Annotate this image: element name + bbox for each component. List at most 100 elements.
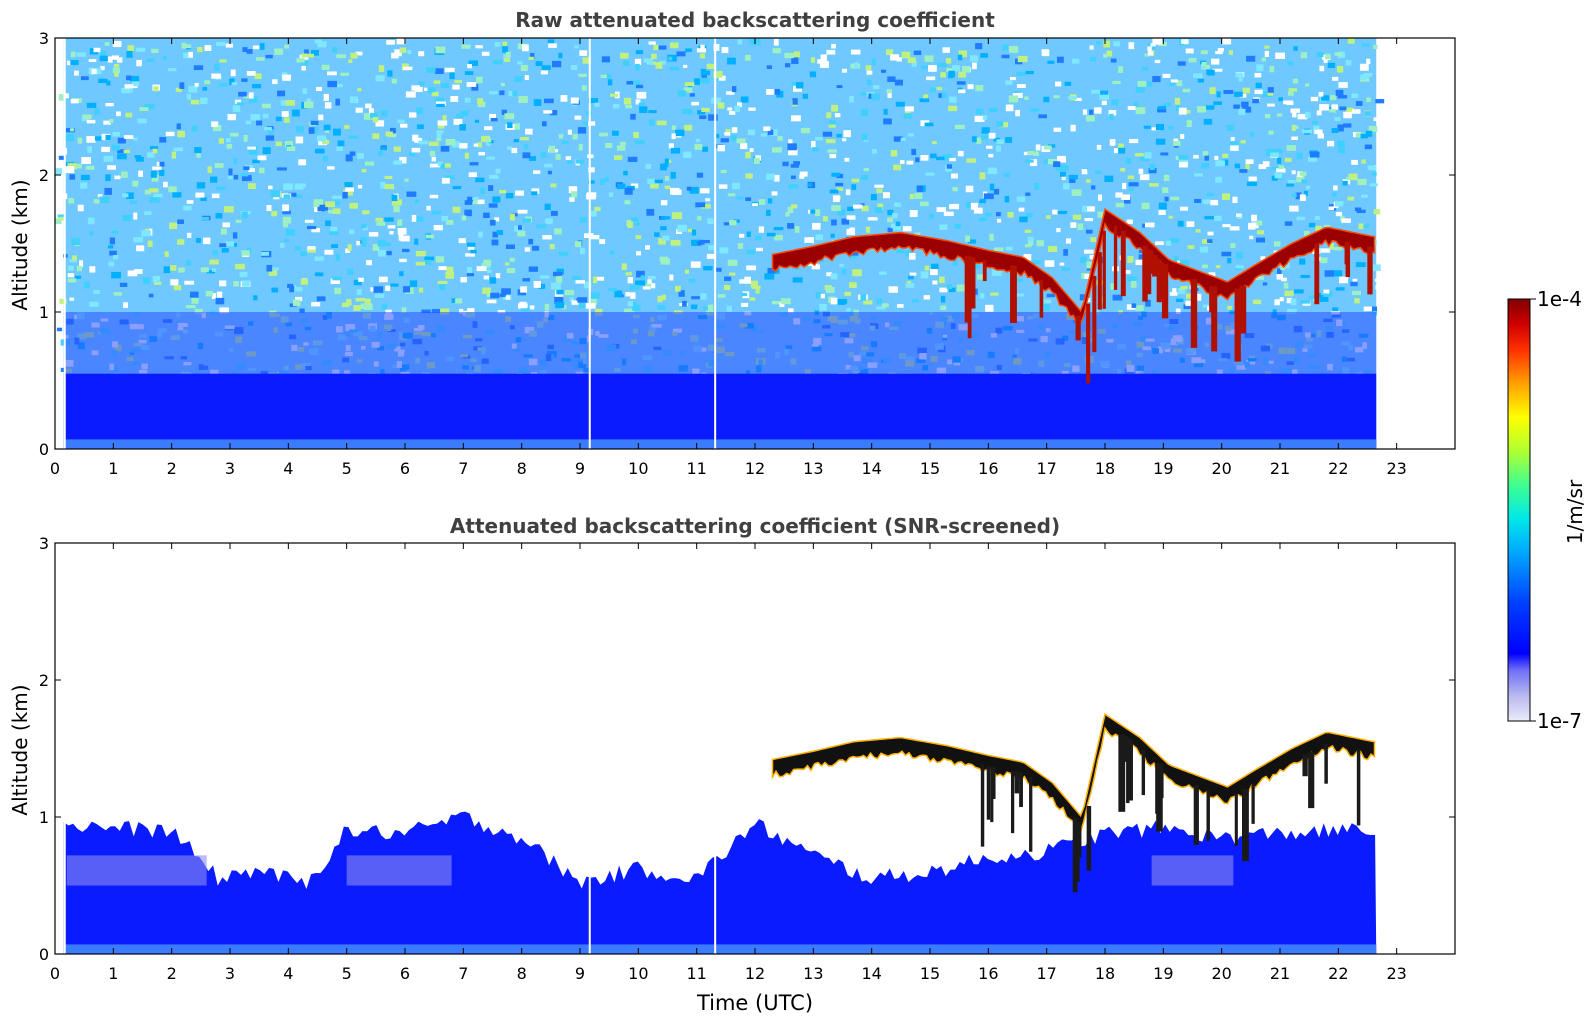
noise-speck [784,63,791,68]
noise-speck [929,87,937,93]
noise-speck [892,213,898,219]
noise-speck [957,54,963,61]
x-tick-label: 23 [1386,459,1406,478]
noise-speck [310,120,319,126]
noise-speck [794,226,800,233]
noise-speck [248,168,255,172]
noise-speck [1195,229,1201,233]
noise-speck [1096,41,1101,45]
noise-speck [659,60,666,65]
noise-speck [169,222,178,230]
noise-speck [311,302,321,307]
noise-speck [1123,197,1131,204]
noise-speck [1002,44,1009,51]
noise-speck [245,120,252,125]
noise-speck [1221,251,1232,257]
precipitation-streak [1113,226,1118,290]
noise-speck [215,213,223,219]
noise-speck [540,152,547,159]
x-tick-label: 6 [400,964,410,983]
noise-speck [772,48,781,54]
noise-speck [236,102,244,106]
noise-speck [56,183,62,189]
noise-speck [625,104,633,109]
noise-speck [1228,50,1233,55]
noise-speck [996,212,1001,217]
noise-speck [881,303,889,308]
noise-speck [554,296,564,304]
noise-speck [829,153,837,159]
noise-speck [627,156,638,162]
noise-speck [530,52,535,60]
noise-speck [127,45,135,52]
noise-speck [324,102,332,109]
noise-speck [86,136,96,143]
noise-speck [1256,220,1263,226]
noise-speck [1204,216,1214,220]
noise-speck [348,135,359,139]
noise-speck [1363,306,1372,312]
noise-speck [683,64,688,68]
noise-speck [59,146,65,152]
noise-speck [499,90,505,96]
noise-speck [167,68,177,72]
x-tick-label: 14 [861,964,881,983]
noise-speck [1143,125,1151,129]
x-tick-label: 6 [400,459,410,478]
colorbar-unit-label: 1/m/sr [1563,479,1587,544]
noise-speck [229,132,239,137]
noise-speck [635,84,644,89]
noise-speck [1312,120,1318,125]
noise-speck [1247,222,1256,230]
noise-speck [1361,224,1370,228]
noise-speck [67,273,75,278]
noise-speck [688,278,696,283]
noise-speck [416,216,424,222]
noise-speck [879,271,887,275]
noise-speck [215,297,225,305]
noise-speck [1084,249,1094,254]
noise-speck [578,144,583,151]
noise-speck [1004,172,1010,178]
noise-speck [1314,216,1320,220]
noise-speck [230,69,236,77]
noise-speck [726,305,732,312]
noise-speck [194,308,203,314]
noise-speck [1193,154,1199,159]
noise-speck [186,260,192,266]
noise-speck [558,134,564,139]
noise-speck [1004,196,1010,203]
noise-speck [1351,93,1359,98]
noise-speck [826,272,833,277]
noise-speck [259,167,265,174]
noise-speck [866,79,872,86]
noise-speck [1261,91,1272,98]
noise-speck [114,175,121,180]
noise-speck [1345,59,1352,66]
noise-speck [724,132,731,136]
noise-speck [1194,198,1202,203]
noise-speck [686,186,692,191]
noise-speck [1357,178,1367,186]
noise-speck [529,156,536,161]
x-tick-label: 17 [1036,459,1056,478]
noise-speck [843,130,851,138]
noise-speck [243,135,248,142]
noise-speck [973,207,983,214]
noise-speck [1068,174,1078,180]
noise-speck [1109,139,1116,146]
noise-speck [1138,168,1144,174]
noise-speck [1205,105,1215,110]
noise-speck [77,137,83,144]
noise-speck [1277,268,1282,275]
noise-speck [1027,236,1034,242]
noise-speck [1085,229,1093,234]
noise-speck [569,197,575,202]
noise-speck [83,281,90,289]
noise-speck [946,67,956,72]
noise-speck [1046,293,1056,298]
raw-aerosol-transition [63,312,1377,374]
noise-speck [930,153,937,159]
noise-speck [943,211,954,217]
noise-speck [811,141,816,148]
